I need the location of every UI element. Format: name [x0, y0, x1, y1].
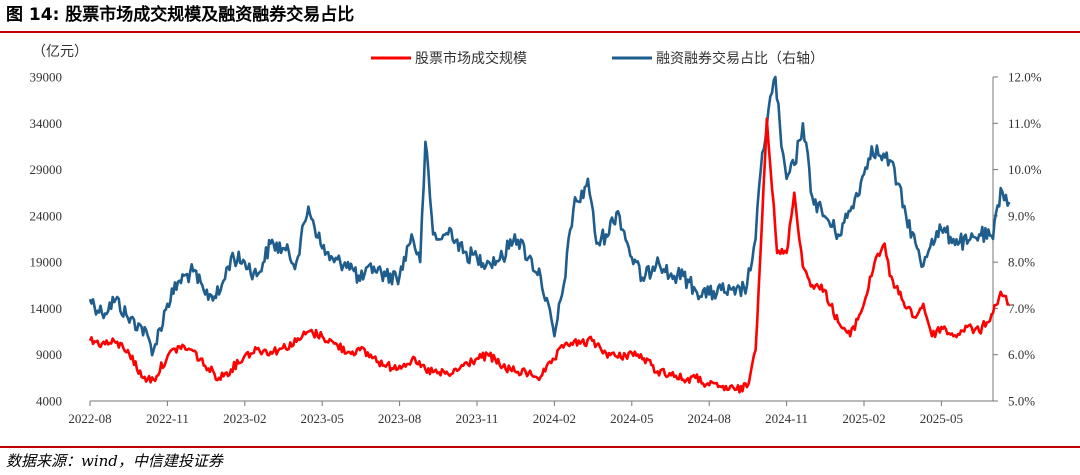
left-tick-label: 34000 [30, 116, 63, 131]
x-tick-label: 2025-05 [920, 411, 963, 426]
series-line-margin-share [88, 75, 1011, 357]
legend: 股票市场成交规模 融资融券交易占比（右轴） [371, 50, 824, 67]
legend-label-volume: 股票市场成交规模 [415, 50, 527, 67]
x-tick-label: 2024-02 [533, 411, 576, 426]
legend-label-margin: 融资融券交易占比（右轴） [656, 50, 824, 67]
right-axis-ticks: 5.0% 6.0% 7.0% 8.0% 9.0% 10.0% 11.0% 12.0% [993, 70, 1042, 409]
x-tick-label: 2024-08 [688, 411, 731, 426]
x-tick-label: 2023-08 [378, 411, 421, 426]
right-tick-label: 12.0% [1008, 70, 1042, 85]
source-note: 数据来源：wind，中信建投证券 [6, 452, 223, 470]
left-axis-unit: （亿元） [32, 44, 88, 60]
x-tick-label: 2023-05 [301, 411, 344, 426]
x-tick-label: 2023-02 [223, 411, 266, 426]
figure-title: 图 14: 股票市场成交规模及融资融券交易占比 [6, 5, 355, 25]
x-tick-label: 2024-11 [765, 411, 808, 426]
x-tick-label: 2024-05 [610, 411, 653, 426]
right-tick-label: 5.0% [1008, 394, 1035, 409]
x-tick-label: 2023-11 [456, 411, 499, 426]
left-tick-label: 24000 [30, 208, 63, 223]
x-tick-label: 2022-08 [68, 411, 111, 426]
chart: （亿元） 股票市场成交规模 融资融券交易占比（右轴） 4000 9000 14000… [30, 44, 1042, 426]
x-tick-label: 2022-11 [146, 411, 189, 426]
series-line-market-volume [88, 117, 1010, 394]
right-tick-label: 11.0% [1008, 116, 1041, 131]
left-tick-label: 9000 [36, 347, 62, 362]
right-tick-label: 9.0% [1008, 208, 1035, 223]
left-tick-label: 39000 [30, 70, 63, 85]
source-rule [0, 446, 1080, 448]
x-axis-ticks: 2022-08 2022-11 2023-02 2023-05 2023-08 2023-… [68, 401, 963, 426]
right-tick-label: 8.0% [1008, 255, 1035, 270]
left-axis-ticks: 4000 9000 14000 19000 24000 29000 34000 39000 [30, 70, 63, 409]
left-tick-label: 4000 [36, 394, 62, 409]
x-tick-label: 2025-02 [842, 411, 885, 426]
right-tick-label: 7.0% [1008, 301, 1035, 316]
left-tick-label: 14000 [30, 301, 63, 316]
left-tick-label: 19000 [30, 255, 63, 270]
left-tick-label: 29000 [30, 162, 63, 177]
right-tick-label: 10.0% [1008, 162, 1042, 177]
right-tick-label: 6.0% [1008, 347, 1035, 362]
title-rule [0, 31, 1080, 33]
